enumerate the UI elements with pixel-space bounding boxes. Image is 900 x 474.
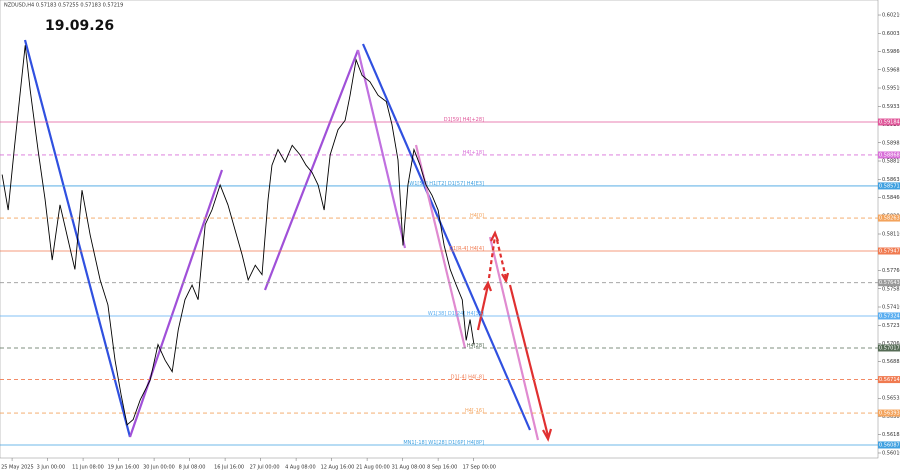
y-tick-label: 0.58985	[882, 140, 900, 146]
level-label: H4[+18]	[463, 150, 484, 156]
x-tick-label: 16 Jul 16:00	[214, 465, 244, 471]
y-tick-label: 0.59685	[882, 67, 900, 73]
plot-frame	[0, 0, 879, 459]
y-tick-label: 0.57235	[882, 323, 900, 329]
x-tick-label: 12 Aug 16:00	[321, 465, 355, 471]
level-label: D1[R-4] H4[4]	[449, 246, 484, 252]
arrow	[476, 284, 490, 331]
level-label: W1[57] H1[T2] D1[57] H4[E3]	[409, 181, 484, 187]
level-price: 0.57643	[879, 280, 900, 286]
x-tick-label: 31 Aug 08:00	[392, 465, 426, 471]
level-label: W1[38] D1[24] H4[34]	[428, 311, 484, 317]
x-tick-label: 3 Jun 00:00	[37, 465, 66, 471]
trend-line	[488, 236, 540, 441]
price-box	[878, 344, 900, 352]
price-box	[878, 247, 900, 255]
arrow-head	[483, 280, 493, 292]
trend-line	[128, 169, 224, 438]
level-price: 0.58868	[879, 152, 900, 158]
price-box	[878, 182, 900, 190]
level-price: 0.57017	[879, 345, 900, 351]
price-box	[878, 441, 900, 449]
arrow-head	[501, 272, 510, 284]
level-price: 0.56393	[879, 411, 900, 417]
arrow-head	[490, 230, 500, 242]
x-tick-label: 17 Sep 00:00	[463, 465, 496, 471]
y-tick-label: 0.56185	[882, 432, 900, 438]
level-price: 0.57324	[879, 313, 900, 319]
price-box	[878, 376, 900, 384]
level-label: H4[0]	[470, 213, 484, 219]
level-price: 0.58263	[879, 216, 900, 222]
level-label: D1[59] H4[+28]	[444, 117, 484, 123]
arrow	[487, 235, 497, 279]
y-tick-label: 0.56010	[882, 450, 900, 456]
x-tick-label: 30 Jun 00:00	[143, 465, 175, 471]
level-label: D1[-4] H4[-8]	[451, 375, 484, 381]
price-box	[878, 409, 900, 417]
x-tick-label: 21 Aug 00:00	[356, 465, 390, 471]
trend-line	[361, 43, 532, 431]
level-price: 0.58571	[879, 183, 900, 189]
trend-line	[263, 49, 360, 291]
x-tick-label: 25 May 2025	[1, 465, 34, 471]
price-box	[878, 312, 900, 320]
level-price: 0.56714	[879, 377, 900, 383]
y-tick-label: 0.56885	[882, 359, 900, 365]
arrow	[508, 284, 550, 437]
y-tick-label: 0.56535	[882, 396, 900, 402]
x-tick-label: 11 Jun 08:00	[72, 465, 104, 471]
x-tick-label: 19 Jun 16:00	[108, 465, 140, 471]
price-box	[878, 214, 900, 222]
y-tick-label: 0.58635	[882, 177, 900, 183]
price-box	[878, 279, 900, 287]
arrow-head	[542, 428, 553, 442]
level-price: 0.56087	[879, 442, 900, 448]
level-label: H4[-16]	[465, 408, 484, 414]
chart-title: 19.09.26	[45, 18, 114, 34]
x-tick-label: 8 Sep 16:00	[427, 465, 457, 471]
level-label: H4[28]	[467, 343, 484, 349]
trend-line	[356, 49, 407, 249]
level-label: MN1[-18] W1[28] D1[6P] H4[8P]	[403, 440, 484, 446]
price-box	[878, 151, 900, 159]
y-tick-label: 0.57585	[882, 286, 900, 292]
level-price: 0.57947	[879, 249, 900, 255]
price-line	[1, 45, 475, 426]
header: NZDUSD,H4 0.57183 0.57255 0.57183 0.5721…	[4, 3, 123, 9]
x-tick-label: 8 Jul 08:00	[179, 465, 206, 471]
x-tick-label: 27 Jul 00:00	[250, 465, 280, 471]
x-tick-label: 4 Aug 08:00	[285, 465, 316, 471]
price-box	[878, 118, 900, 126]
y-tick-label: 0.60035	[882, 31, 900, 37]
y-tick-label: 0.59335	[882, 104, 900, 110]
level-price: 0.59184	[879, 120, 900, 126]
